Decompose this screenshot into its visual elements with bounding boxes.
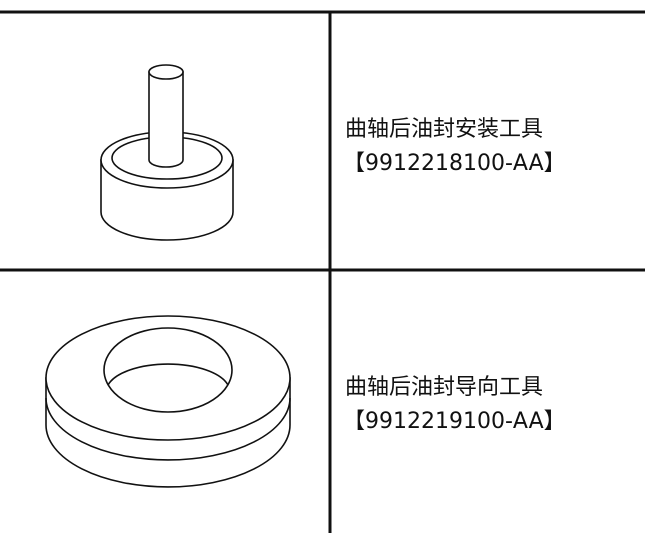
installer-tool-drawing	[100, 64, 234, 241]
guide-tool-drawing	[45, 315, 291, 488]
tool-name: 曲轴后油封导向工具	[345, 375, 543, 400]
tool-name: 曲轴后油封安装工具	[345, 117, 543, 142]
part-number: 【9912219100-AA】	[343, 409, 566, 434]
part-number: 【9912218100-AA】	[343, 151, 566, 176]
